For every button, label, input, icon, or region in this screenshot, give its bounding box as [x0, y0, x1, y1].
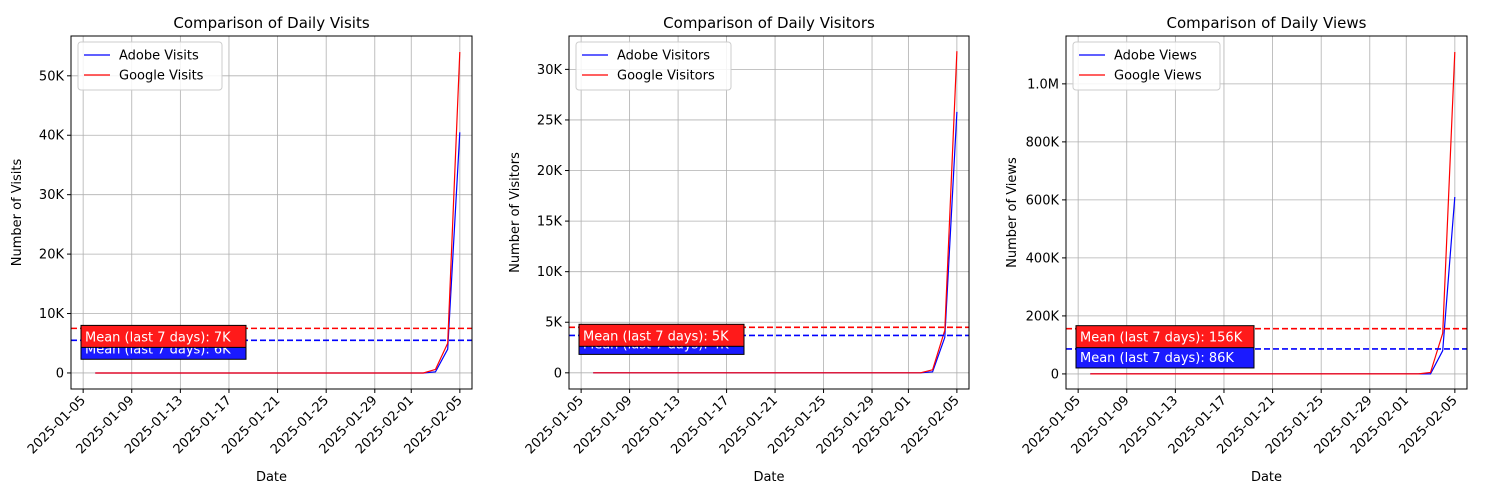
chart-title: Comparison of Daily Visitors: [663, 14, 875, 32]
y-tick-label: 30K: [39, 188, 65, 203]
y-tick-label: 25K: [537, 113, 563, 128]
series-line: [593, 51, 958, 374]
y-tick-label: 10K: [537, 265, 563, 280]
mean-annotation-label: Mean (last 7 days): 156K: [1080, 331, 1243, 346]
legend-label: Adobe Visits: [119, 49, 199, 64]
y-tick-label: 0: [554, 366, 562, 381]
legend-label: Adobe Visitors: [617, 49, 710, 64]
legend-label: Adobe Views: [1114, 49, 1197, 64]
x-axis-label: Date: [753, 470, 784, 485]
chart-title: Comparison of Daily Visits: [173, 14, 369, 32]
axes-frame: [568, 35, 970, 390]
chart-title: Comparison of Daily Views: [1167, 14, 1367, 32]
axes-frame: [1065, 35, 1468, 390]
y-tick-label: 0: [1051, 367, 1059, 382]
y-tick-label: 200K: [1026, 309, 1060, 324]
mean-annotation-label: Mean (last 7 days): 5K: [583, 329, 729, 344]
legend-label: Google Visits: [119, 69, 204, 84]
y-tick-label: 30K: [537, 63, 563, 78]
y-tick-label: 40K: [39, 129, 65, 144]
mean-annotation-box: [578, 323, 745, 347]
y-tick-label: 600K: [1026, 193, 1060, 208]
x-axis-label: Date: [1251, 470, 1282, 485]
y-tick-label: 800K: [1026, 135, 1060, 150]
axes-frame: [70, 35, 473, 390]
y-tick-label: 1.0M: [1027, 77, 1059, 92]
y-tick-label: 0: [56, 366, 64, 381]
series-line: [95, 51, 461, 374]
y-tick-label: 20K: [537, 164, 563, 179]
y-axis-label: Number of Views: [1005, 157, 1020, 268]
y-tick-label: 400K: [1026, 251, 1060, 266]
y-axis-label: Number of Visitors: [508, 152, 523, 273]
series-line: [1090, 51, 1456, 375]
y-axis-label: Number of Visits: [10, 159, 25, 267]
mean-annotation-box: [1075, 325, 1255, 349]
y-tick-label: 5K: [545, 316, 562, 331]
legend-box: [1072, 41, 1221, 91]
y-tick-label: 50K: [39, 69, 65, 84]
y-tick-label: 20K: [39, 248, 65, 263]
legend-label: Google Visitors: [617, 69, 715, 84]
chart-panel: Mean (last 7 days): 4KMean (last 7 days)…: [508, 14, 970, 485]
x-axis-label: Date: [256, 470, 287, 485]
mean-annotation-label: Mean (last 7 days): 86K: [1080, 351, 1234, 366]
mean-annotation-label: Mean (last 7 days): 7K: [85, 330, 231, 345]
legend-label: Google Views: [1114, 69, 1202, 84]
mean-annotation-box: [80, 324, 247, 348]
legend-box: [77, 41, 223, 91]
y-tick-label: 10K: [39, 307, 65, 322]
legend-box: [575, 41, 732, 91]
chart-panel: Mean (last 7 days): 86K Mean (last 7 days…: [1005, 14, 1468, 485]
y-tick-label: 15K: [537, 215, 563, 230]
